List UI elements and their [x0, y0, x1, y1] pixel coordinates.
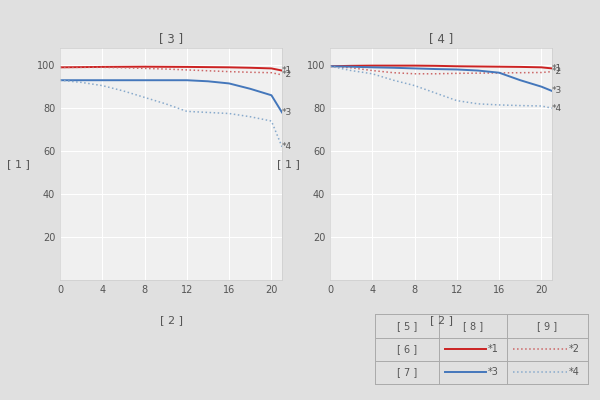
Text: *1: *1	[488, 344, 499, 354]
Text: *1: *1	[552, 64, 562, 73]
Text: [ 2 ]: [ 2 ]	[160, 315, 182, 325]
Title: [ 3 ]: [ 3 ]	[159, 32, 183, 46]
Text: *2: *2	[552, 67, 562, 76]
Text: *3: *3	[488, 368, 499, 378]
Text: [ 1 ]: [ 1 ]	[277, 159, 299, 169]
Text: *4: *4	[552, 104, 562, 113]
Text: [ 9 ]: [ 9 ]	[538, 321, 557, 331]
Text: *2: *2	[569, 344, 580, 354]
Text: [ 7 ]: [ 7 ]	[397, 368, 417, 378]
Text: [ 6 ]: [ 6 ]	[397, 344, 417, 354]
Title: [ 4 ]: [ 4 ]	[429, 32, 453, 46]
Text: *3: *3	[282, 108, 292, 117]
Text: [ 8 ]: [ 8 ]	[463, 321, 483, 331]
Text: *3: *3	[552, 86, 562, 96]
Text: [ 2 ]: [ 2 ]	[430, 315, 452, 325]
Text: *1: *1	[282, 66, 292, 75]
Text: [ 1 ]: [ 1 ]	[7, 159, 29, 169]
Text: *4: *4	[282, 142, 292, 151]
Text: [ 5 ]: [ 5 ]	[397, 321, 417, 331]
Text: *2: *2	[282, 70, 292, 79]
Text: *4: *4	[569, 368, 580, 378]
